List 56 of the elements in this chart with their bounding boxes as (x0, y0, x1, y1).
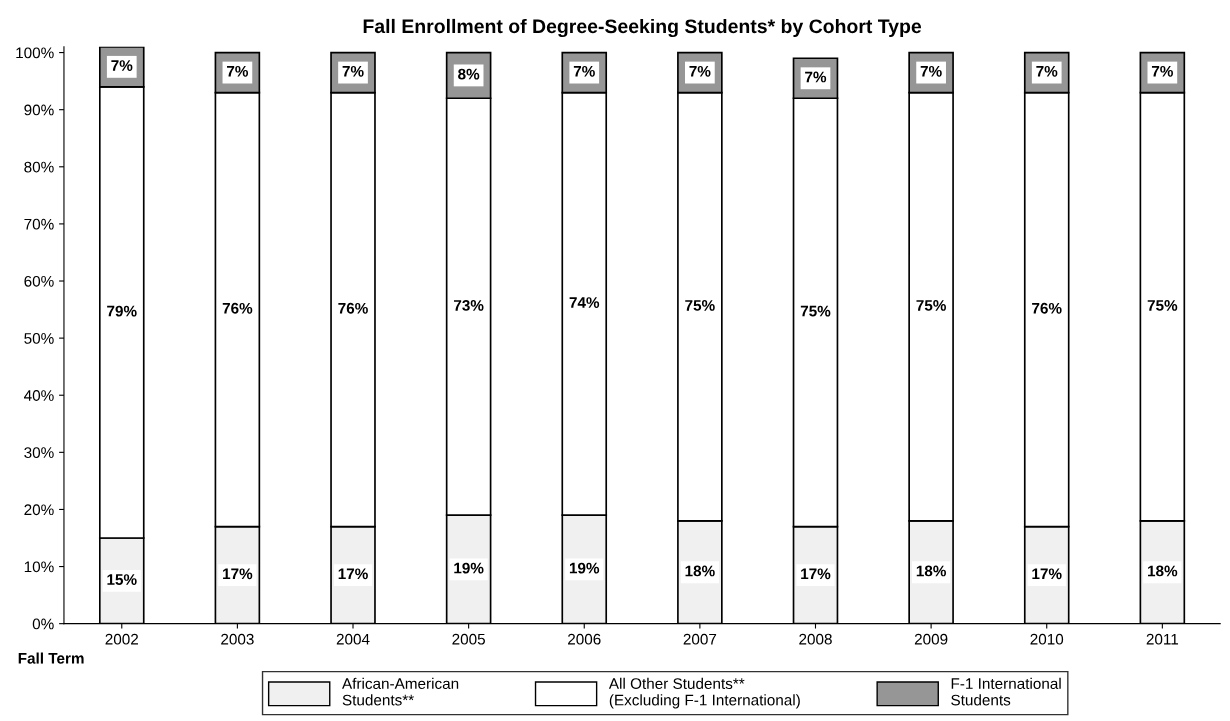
legend-label: All Other Students** (Excluding F-1 International) (608, 677, 800, 709)
data-label: 73% (454, 299, 484, 311)
x-tick-label: 2007 (683, 633, 717, 645)
data-label: 7% (227, 65, 249, 77)
data-label: 7% (573, 65, 595, 77)
data-label: 19% (454, 562, 484, 574)
y-tick-label: 20% (24, 504, 54, 516)
data-label: 7% (342, 65, 364, 77)
y-tick-label: 90% (24, 104, 54, 116)
x-tick-label: 2011 (1146, 633, 1179, 645)
data-label: 76% (222, 302, 253, 314)
data-label: 18% (916, 565, 946, 577)
y-tick-label: 10% (24, 561, 54, 573)
x-tick-label: 2005 (452, 633, 485, 645)
y-tick-label: 30% (24, 447, 54, 459)
data-label: 7% (805, 71, 827, 83)
data-label: 15% (107, 574, 137, 585)
x-tick-label: 2002 (105, 633, 138, 645)
x-tick-label: 2010 (1030, 633, 1064, 645)
data-label: 75% (800, 305, 831, 317)
y-tick-label: 70% (24, 218, 54, 230)
data-label: 17% (801, 568, 831, 580)
x-tick-label: 2008 (799, 633, 832, 645)
x-tick-label: 2009 (914, 633, 948, 645)
x-tick-label: 2003 (221, 633, 254, 645)
data-label: 19% (569, 562, 600, 574)
legend-label: African-American Students** (342, 677, 459, 706)
data-label: 75% (916, 300, 946, 311)
data-label: 17% (338, 568, 368, 580)
data-label: 18% (685, 565, 715, 577)
x-axis-title: Fall Term (18, 652, 84, 664)
data-label: 17% (1032, 568, 1062, 580)
legend-label: F-1 International Students (951, 677, 1061, 706)
data-label: 8% (458, 68, 480, 80)
data-label: 7% (920, 65, 942, 77)
y-tick-label: 50% (24, 332, 54, 344)
data-label: 75% (685, 300, 715, 311)
x-tick-label: 2006 (568, 633, 601, 645)
data-label: 7% (111, 60, 133, 71)
data-label: 76% (338, 302, 368, 314)
data-label: 17% (223, 568, 253, 580)
data-label: 18% (1148, 565, 1178, 577)
y-tick-label: 40% (24, 390, 54, 401)
data-label: 79% (107, 305, 137, 317)
data-label: 75% (1147, 300, 1178, 311)
chart-title: Fall Enrollment of Degree-Seeking Students* by Cohort Type (363, 18, 922, 38)
y-tick-label: 0% (32, 618, 54, 630)
data-label: 76% (1032, 302, 1062, 314)
y-tick-label: 80% (24, 161, 54, 173)
data-label: 74% (569, 297, 600, 308)
y-tick-label: 100% (16, 47, 54, 59)
data-label: 7% (1151, 65, 1173, 77)
data-label: 7% (1036, 65, 1058, 77)
y-tick-label: 60% (24, 275, 54, 287)
data-label: 7% (689, 65, 711, 77)
x-tick-label: 2004 (336, 633, 370, 645)
